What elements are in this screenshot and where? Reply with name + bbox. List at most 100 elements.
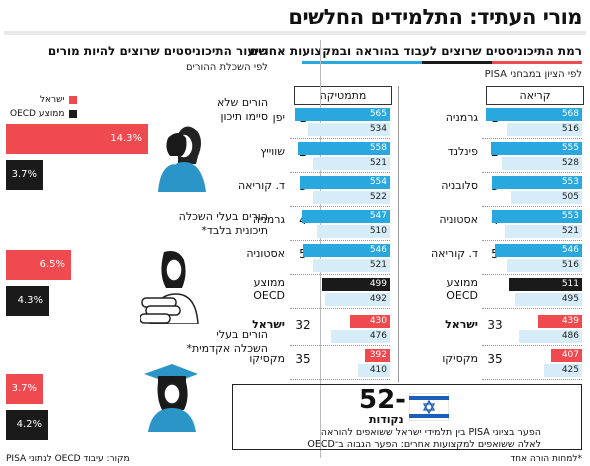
score-bar-other: 521 bbox=[313, 259, 390, 272]
score-bar-aspiring: 553 bbox=[492, 176, 582, 189]
score-bar-aspiring: 547 bbox=[302, 210, 390, 223]
score-bar-aspiring: 553 bbox=[492, 210, 582, 223]
score-bar-other: 425 bbox=[544, 364, 582, 377]
score-bar-aspiring: 546 bbox=[303, 244, 390, 257]
score-bar-other: 492 bbox=[325, 293, 390, 306]
country-label: סלובניה bbox=[441, 179, 478, 192]
score-bar-aspiring: 499 bbox=[322, 278, 390, 291]
score-bar-aspiring: 555 bbox=[491, 142, 582, 155]
rank-number: 32 bbox=[295, 318, 311, 332]
rank-number: 5 bbox=[294, 247, 312, 261]
country-label: ממוצע OECD bbox=[253, 276, 285, 302]
row-separator bbox=[290, 345, 390, 346]
score-bar-other: 495 bbox=[515, 293, 582, 306]
right-panel-subheading: לפי השכלת ההורים bbox=[186, 62, 268, 73]
israel-bar: 3.7% bbox=[6, 374, 43, 404]
gap-box: 52- נקודות הפער בציוני PISA בין תלמידי י… bbox=[232, 384, 582, 450]
score-bar-aspiring: 430 bbox=[350, 315, 390, 328]
row-separator bbox=[482, 138, 582, 139]
parent-group-label: הורים בעלי השכלה bbox=[178, 210, 268, 223]
row-separator bbox=[482, 274, 582, 275]
score-bar-aspiring: 407 bbox=[551, 349, 582, 362]
country-label: אסטוניה bbox=[439, 213, 478, 226]
score-bar-aspiring: 558 bbox=[298, 142, 390, 155]
left-panel-heading: רמת התיכוניסטים שרוצים לעבוד בהוראה ובמק… bbox=[249, 44, 582, 58]
row-separator bbox=[482, 345, 582, 346]
right-panel-heading: שיעור התיכוניסטים שרוצים להיות מורים bbox=[47, 44, 268, 58]
score-bar-aspiring: 439 bbox=[538, 315, 582, 328]
score-bar-aspiring: 568 bbox=[486, 108, 582, 121]
israel-flag-icon bbox=[409, 393, 449, 421]
reading-column-header: קריאה bbox=[486, 86, 584, 105]
row-separator bbox=[482, 240, 582, 241]
row-separator bbox=[290, 308, 390, 309]
row-separator bbox=[290, 274, 390, 275]
country-label: ממוצע OECD bbox=[446, 276, 478, 302]
diploma-figure-icon bbox=[140, 251, 199, 324]
score-bar-other: 522 bbox=[313, 191, 390, 204]
row-separator bbox=[290, 379, 390, 380]
oecd-bar: 4.3% bbox=[6, 286, 49, 316]
legend-item-oecd: ממוצע OECD bbox=[10, 109, 77, 119]
row-separator bbox=[482, 308, 582, 309]
country-label: ד. קוריאה bbox=[237, 179, 285, 192]
score-bar-aspiring: 511 bbox=[509, 278, 582, 291]
row-separator bbox=[482, 172, 582, 173]
rank-number: 5 bbox=[486, 247, 504, 261]
legend-label: ישראל bbox=[39, 95, 65, 105]
country-label: גרמניה bbox=[252, 213, 285, 226]
score-bar-other: 486 bbox=[519, 330, 582, 343]
oecd-bar: 4.2% bbox=[6, 410, 48, 440]
score-bar-other: 516 bbox=[507, 259, 582, 272]
score-bar-other: 510 bbox=[317, 225, 390, 238]
rank-number: 35 bbox=[487, 352, 503, 366]
score-bar-other: 534 bbox=[308, 123, 390, 136]
row-separator bbox=[290, 240, 390, 241]
score-bar-other: 521 bbox=[313, 157, 390, 170]
rank-number: 35 bbox=[295, 352, 311, 366]
title-rule bbox=[4, 31, 586, 35]
parent-group-label: השכלה אקדמית* bbox=[186, 342, 268, 355]
score-bar-aspiring: 392 bbox=[365, 349, 390, 362]
gap-value: 52- bbox=[359, 385, 406, 415]
gap-description-line1: הפער בציוני PISA בין תלמידי ישראל ששואפי… bbox=[320, 427, 541, 438]
legend-item-israel: ישראל bbox=[10, 95, 77, 105]
country-label: שווייץ bbox=[260, 145, 285, 158]
country-label: פינלנד bbox=[447, 145, 478, 158]
page-title: מורי העתיד: התלמידים החלשים bbox=[288, 5, 582, 29]
country-label: אסטוניה bbox=[246, 247, 285, 260]
gap-description-line2: לאלה ששואפים למקצועות אחרים: הפער הגבוה … bbox=[307, 439, 541, 450]
country-label: ישראל bbox=[445, 318, 478, 331]
score-bar-other: 516 bbox=[507, 123, 582, 136]
color-band-red bbox=[492, 61, 582, 64]
score-bar-aspiring: 554 bbox=[300, 176, 390, 189]
country-label: מקסיקו bbox=[249, 352, 285, 365]
country-label: יפן bbox=[272, 111, 285, 124]
parent-group-label: תיכונית בלבד* bbox=[201, 224, 268, 237]
left-panel-subheading: לפי הציון במבחני PISA bbox=[484, 69, 582, 80]
row-separator bbox=[290, 138, 390, 139]
legend-swatch bbox=[68, 96, 77, 104]
country-label: ישראל bbox=[252, 318, 285, 331]
row-separator bbox=[482, 206, 582, 207]
gap-unit: נקודות bbox=[369, 413, 404, 426]
footnote: *למחות הורה אחד bbox=[510, 454, 582, 464]
score-bar-other: 528 bbox=[502, 157, 582, 170]
oecd-bar: 3.7% bbox=[6, 160, 43, 190]
math-column-header: מתמטיקה bbox=[294, 86, 392, 105]
israel-bar: 6.5% bbox=[6, 250, 71, 280]
country-label: גרמניה bbox=[445, 111, 478, 124]
legend-swatch bbox=[68, 110, 77, 118]
color-band-black bbox=[422, 61, 492, 64]
graduate-figure-icon bbox=[144, 364, 198, 432]
score-bar-other: 505 bbox=[511, 191, 582, 204]
parent-group-label: הורים בעלי bbox=[216, 328, 268, 341]
israel-bar: 14.3% bbox=[6, 124, 148, 154]
rank-number: 33 bbox=[487, 318, 503, 332]
source-note: מקור: עיבוד OECD לנתוני PISA bbox=[6, 454, 130, 464]
parent-group-label: סיימו תיכון bbox=[220, 110, 268, 123]
row-separator bbox=[290, 206, 390, 207]
score-bar-other: 521 bbox=[505, 225, 582, 238]
legend-label: ממוצע OECD bbox=[10, 109, 65, 119]
score-bar-other: 476 bbox=[331, 330, 390, 343]
